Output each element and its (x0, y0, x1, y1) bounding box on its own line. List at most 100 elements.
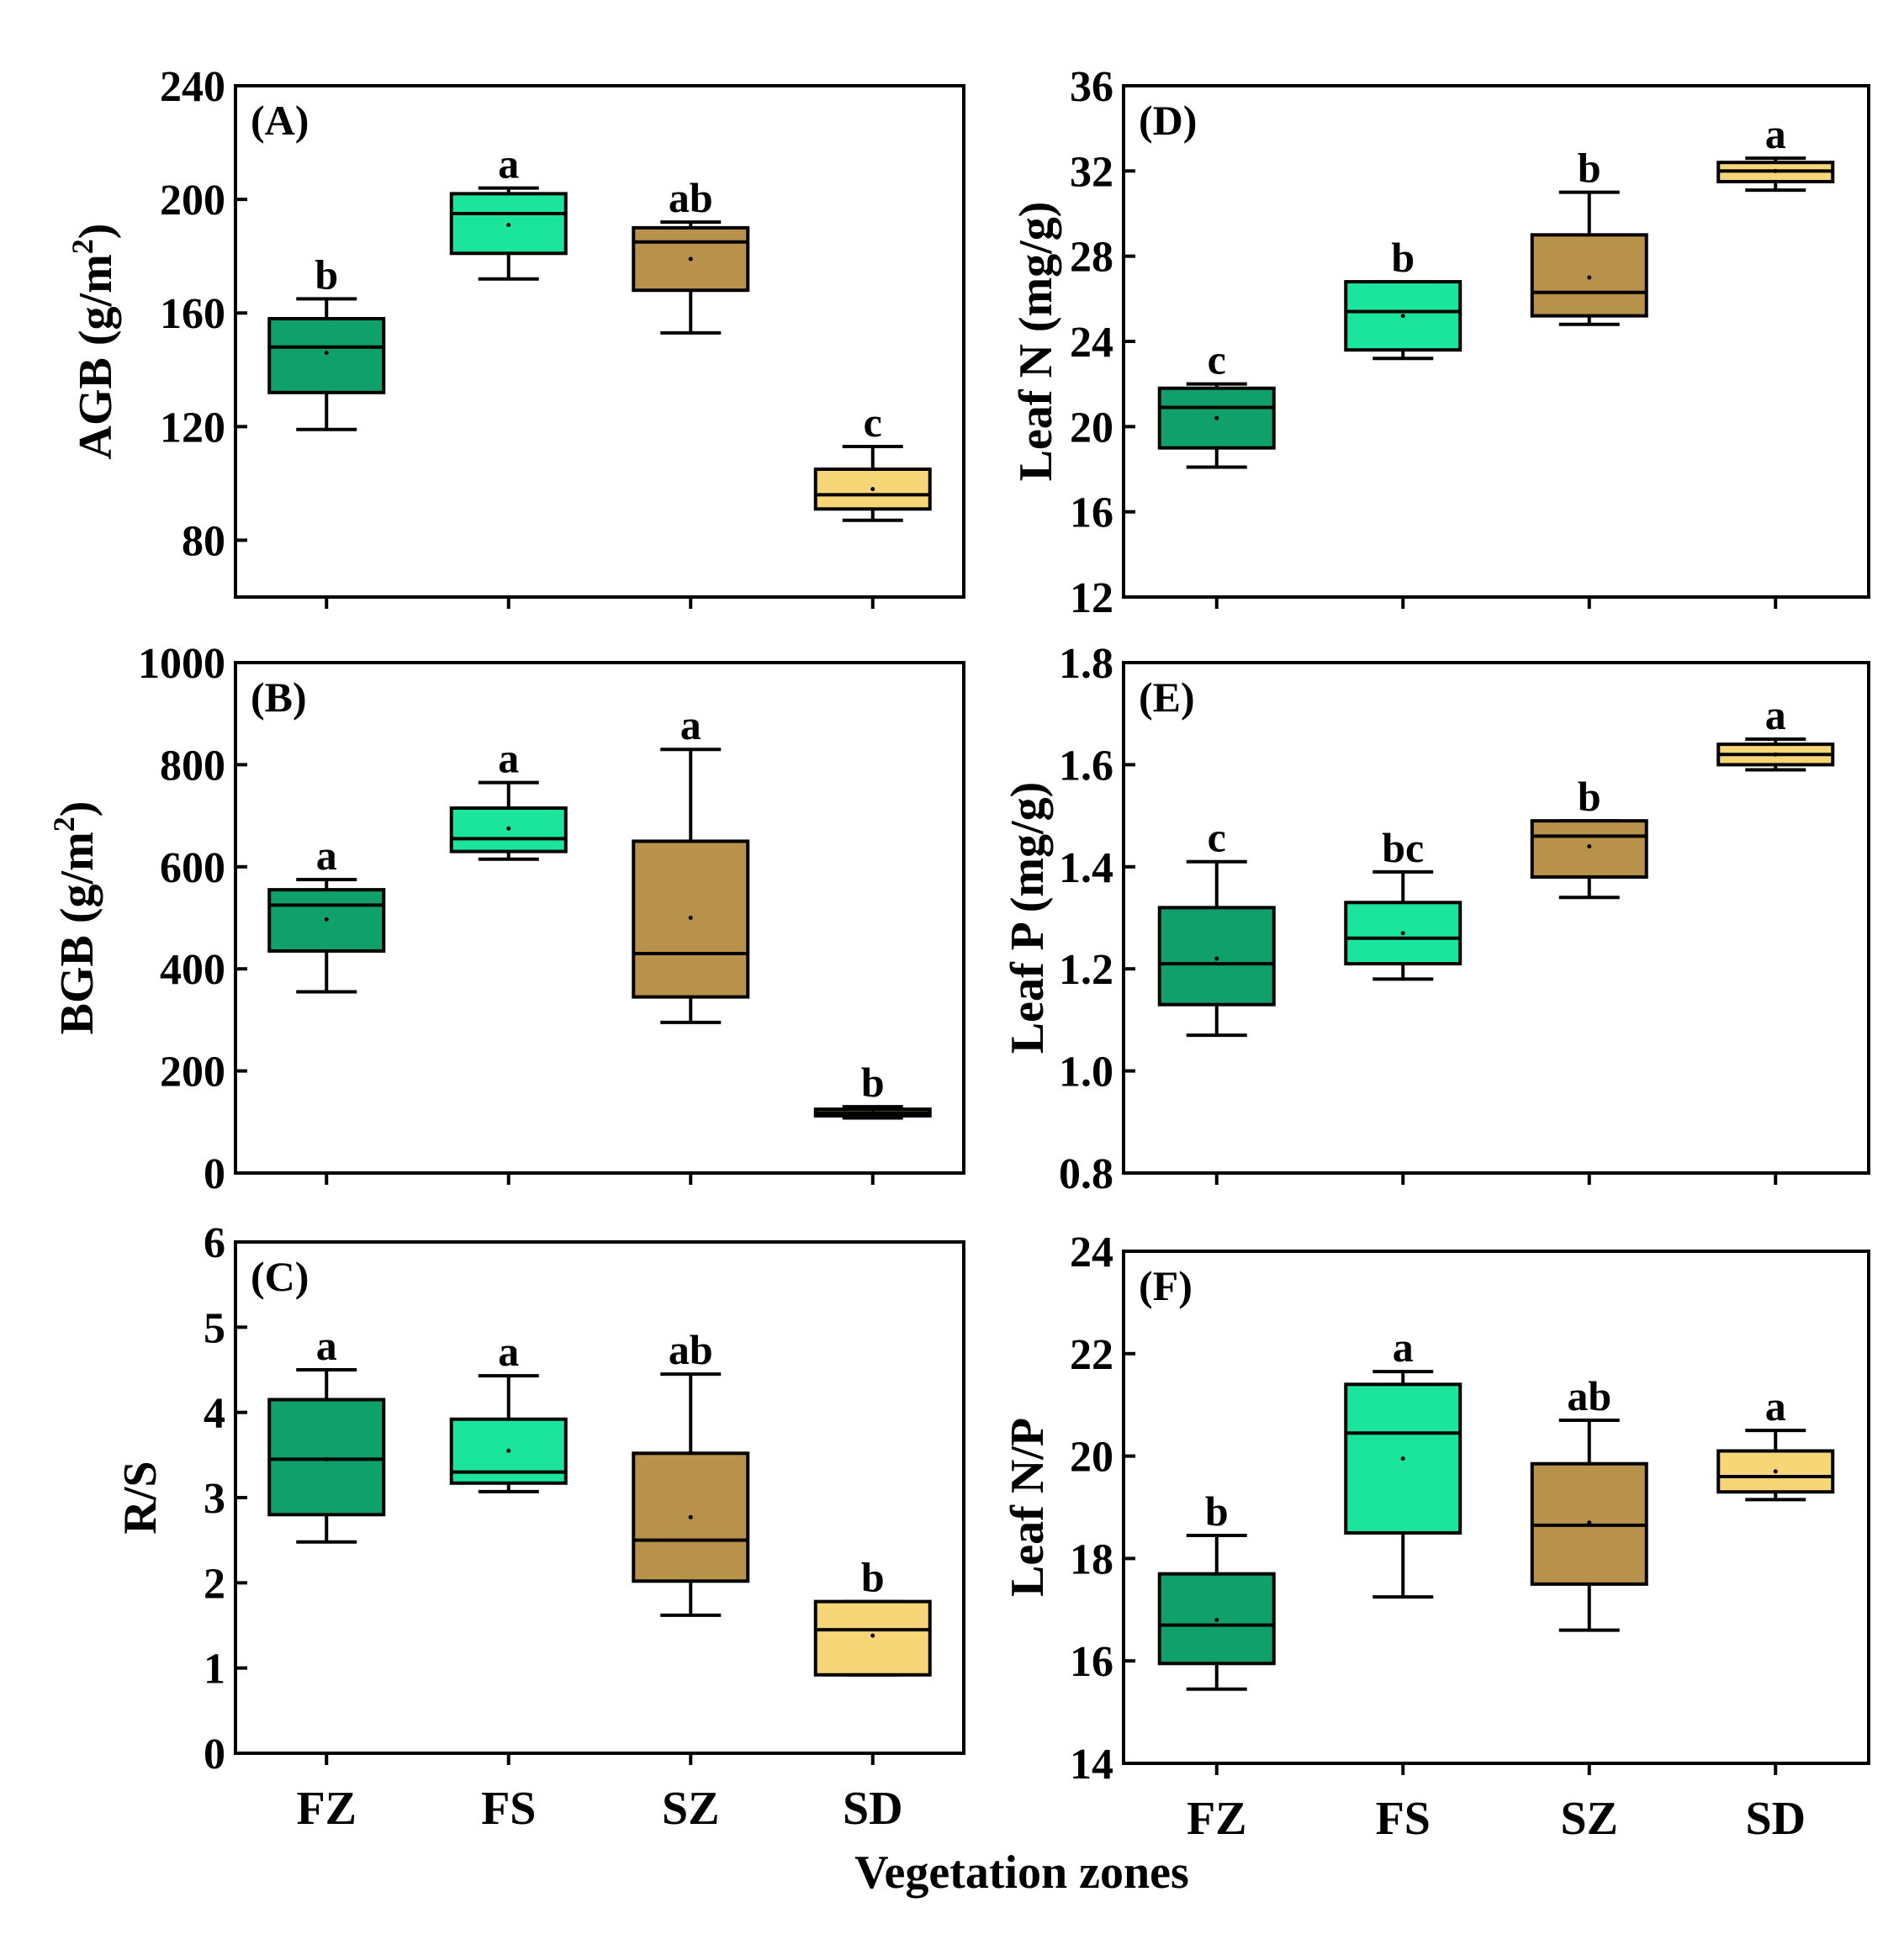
y-tick-label: 16 (1070, 1638, 1113, 1686)
panel-frame (234, 84, 965, 599)
significance-letter: b (1391, 234, 1415, 281)
y-tick-label: 20 (1070, 404, 1113, 452)
mean-marker (1773, 1469, 1778, 1474)
y-tick-label: 28 (1070, 234, 1113, 282)
panel-label: (C) (251, 1253, 309, 1300)
y-tick-label: 2 (204, 1560, 225, 1608)
y-axis-title: BGB (g/m2) (47, 801, 103, 1035)
box-rect (267, 1398, 386, 1517)
box-fs: bc (1344, 824, 1462, 981)
box-fz: b (267, 251, 386, 431)
significance-letter: b (861, 1059, 885, 1106)
significance-letter: c (864, 399, 882, 446)
y-tick-label: 6 (204, 1219, 225, 1267)
y-axis-title-superscript: 2 (66, 239, 99, 254)
mean-marker (1214, 956, 1219, 961)
mean-marker (688, 916, 693, 920)
significance-letter: a (498, 1328, 519, 1375)
significance-letter: a (498, 735, 519, 782)
significance-letter: a (1765, 110, 1786, 157)
panel-b: 0 200 400 600 800 1000 (B) BGB (g/m2) a a a b (47, 640, 965, 1198)
y-tick-label: 0 (204, 1731, 225, 1778)
y-tick-label: 3 (204, 1475, 225, 1523)
significance-letter: c (1208, 336, 1226, 383)
significance-letter: a (1765, 1382, 1786, 1429)
y-axis-title: Leaf P (mg/g) (1002, 782, 1054, 1054)
mean-marker (324, 351, 329, 356)
y-tick-label: 16 (1070, 489, 1113, 537)
x-tick-label-fs: FS (481, 1783, 536, 1835)
x-tick-label-sz: SZ (662, 1783, 720, 1835)
panel-frame (1122, 1250, 1870, 1765)
x-tick-label-fz: FZ (296, 1783, 357, 1835)
panel-e: 0.8 1.0 1.2 1.4 1.6 1.8 (E) Leaf P (mg/g) c bc b a (1002, 640, 1870, 1198)
box-fz: c (1157, 814, 1276, 1038)
significance-letter: a (498, 140, 519, 188)
mean-marker (1214, 415, 1219, 420)
significance-letter: b (315, 251, 338, 298)
significance-letter: a (1765, 691, 1786, 738)
y-tick-label: 600 (160, 844, 225, 892)
box-fs: a (449, 140, 568, 281)
significance-letter: b (861, 1554, 885, 1601)
y-tick-label: 200 (160, 177, 225, 225)
significance-letter: bc (1382, 824, 1424, 871)
y-tick-label: 1.6 (1059, 742, 1113, 790)
y-tick-label: 22 (1070, 1331, 1113, 1379)
y-tick-label: 36 (1070, 63, 1113, 111)
y-tick-label: 1000 (138, 640, 225, 688)
panel-a: 80 120 160 200 240 (A) AGB (g/m2) b a ab c (66, 63, 965, 609)
box-sd: b (813, 1554, 932, 1677)
x-tick-label-sd: SD (1745, 1793, 1806, 1845)
y-tick-label: 1.4 (1059, 844, 1113, 892)
y-axis-title-text: Leaf N (mg/g) (1010, 202, 1062, 482)
significance-letter: a (680, 701, 701, 748)
box-fz: c (1157, 336, 1276, 469)
panel-f: 14 16 18 20 22 24 FZ FS SZ SD (F) Leaf N/P b a ab a (1002, 1229, 1870, 1845)
y-axis-title-text: Leaf P (mg/g) (1002, 782, 1054, 1054)
box-sd: a (1716, 110, 1835, 193)
y-tick-label: 14 (1070, 1741, 1113, 1789)
mean-marker (1773, 168, 1778, 173)
mean-marker (1587, 844, 1592, 849)
significance-letter: a (1393, 1324, 1414, 1371)
y-axis-title: R/S (114, 1461, 167, 1534)
panel-d: 12 16 20 24 28 32 36 (D) Leaf N (mg/g) c b b a (1010, 63, 1870, 622)
mean-marker (1400, 1456, 1405, 1461)
y-tick-label: 0 (204, 1150, 225, 1198)
y-tick-label: 200 (160, 1049, 225, 1097)
box-fz: b (1157, 1488, 1276, 1691)
box-sd: b (813, 1059, 932, 1120)
box-fs: a (449, 735, 568, 861)
box-sd: a (1716, 1382, 1835, 1502)
x-axis-title: Vegetation zones (854, 1847, 1189, 1899)
box-sz: b (1530, 773, 1648, 900)
y-tick-label: 32 (1070, 148, 1113, 196)
box-sz: ab (1530, 1372, 1648, 1632)
x-tick-label-sz: SZ (1561, 1793, 1619, 1845)
box-rect (813, 1599, 932, 1677)
y-tick-label: 160 (160, 290, 225, 338)
y-axis-title-text: BGB (g/m (51, 832, 103, 1034)
box-sz: ab (632, 1326, 750, 1617)
y-axis-title-text: Leaf N/P (1002, 1418, 1054, 1597)
mean-marker (870, 487, 875, 492)
mean-marker (1773, 752, 1778, 757)
panel-label: (D) (1139, 97, 1197, 144)
x-tick-label-fs: FS (1376, 1793, 1431, 1845)
y-tick-label: 5 (204, 1304, 225, 1352)
y-axis-title-end: ) (70, 224, 122, 240)
y-axis-title-end: ) (51, 801, 103, 817)
y-tick-label: 0.8 (1059, 1150, 1113, 1198)
mean-marker (324, 917, 329, 922)
mean-marker (506, 826, 511, 831)
box-rect (1344, 901, 1462, 966)
significance-letter: b (1578, 773, 1601, 820)
mean-marker (1214, 1617, 1219, 1622)
y-tick-label: 120 (160, 404, 225, 452)
y-axis-title-text: R/S (114, 1461, 167, 1534)
box-rect (1157, 906, 1276, 1007)
y-axis-title: AGB (g/m2) (66, 224, 122, 460)
mean-marker (1400, 931, 1405, 936)
